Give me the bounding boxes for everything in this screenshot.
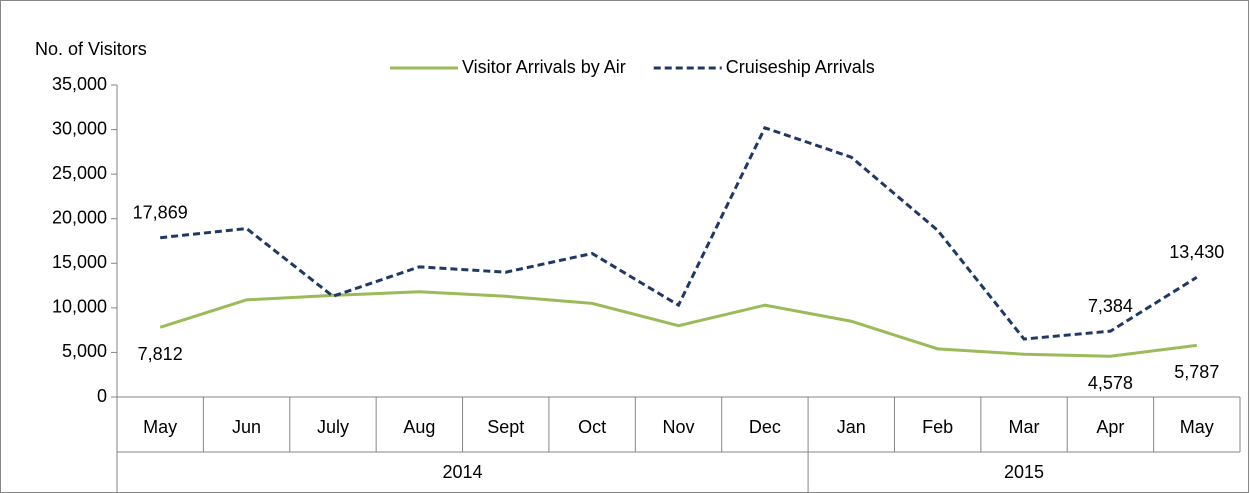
y-tick-label: 20,000 (52, 207, 107, 227)
x-tick-label: May (1180, 417, 1214, 437)
data-label: 7,384 (1088, 296, 1133, 316)
x-tick-label: Nov (662, 417, 694, 437)
x-tick-label: May (143, 417, 177, 437)
x-tick-label: Mar (1009, 417, 1040, 437)
x-tick-label: Dec (749, 417, 781, 437)
x-tick-label: Aug (403, 417, 435, 437)
data-label: 7,812 (138, 344, 183, 364)
x-tick-label: Jan (837, 417, 866, 437)
x-tick-label: Sept (487, 417, 524, 437)
x-tick-label: Oct (578, 417, 606, 437)
data-label: 4,578 (1088, 373, 1133, 393)
legend-label: Visitor Arrivals by Air (462, 57, 626, 77)
x-tick-label: Jun (232, 417, 261, 437)
series-line (159, 290, 1197, 358)
x-tick-label: July (317, 417, 349, 437)
y-tick-label: 10,000 (52, 297, 107, 317)
y-tick-label: 30,000 (52, 118, 107, 138)
x-group-label: 2015 (1004, 462, 1044, 482)
series-line (160, 125, 1198, 341)
data-label: 17,869 (133, 202, 188, 222)
x-tick-label: Apr (1096, 417, 1124, 437)
y-tick-label: 35,000 (52, 74, 107, 94)
data-label: 13,430 (1169, 242, 1224, 262)
y-tick-label: 15,000 (52, 252, 107, 272)
data-label: 5,787 (1174, 362, 1219, 382)
y-axis-label: No. of Visitors (35, 39, 147, 59)
legend-label: Cruiseship Arrivals (726, 57, 875, 77)
y-tick-label: 25,000 (52, 163, 107, 183)
x-group-label: 2014 (443, 462, 483, 482)
y-tick-label: 0 (97, 386, 107, 406)
y-tick-label: 5,000 (62, 341, 107, 361)
x-tick-label: Feb (922, 417, 953, 437)
